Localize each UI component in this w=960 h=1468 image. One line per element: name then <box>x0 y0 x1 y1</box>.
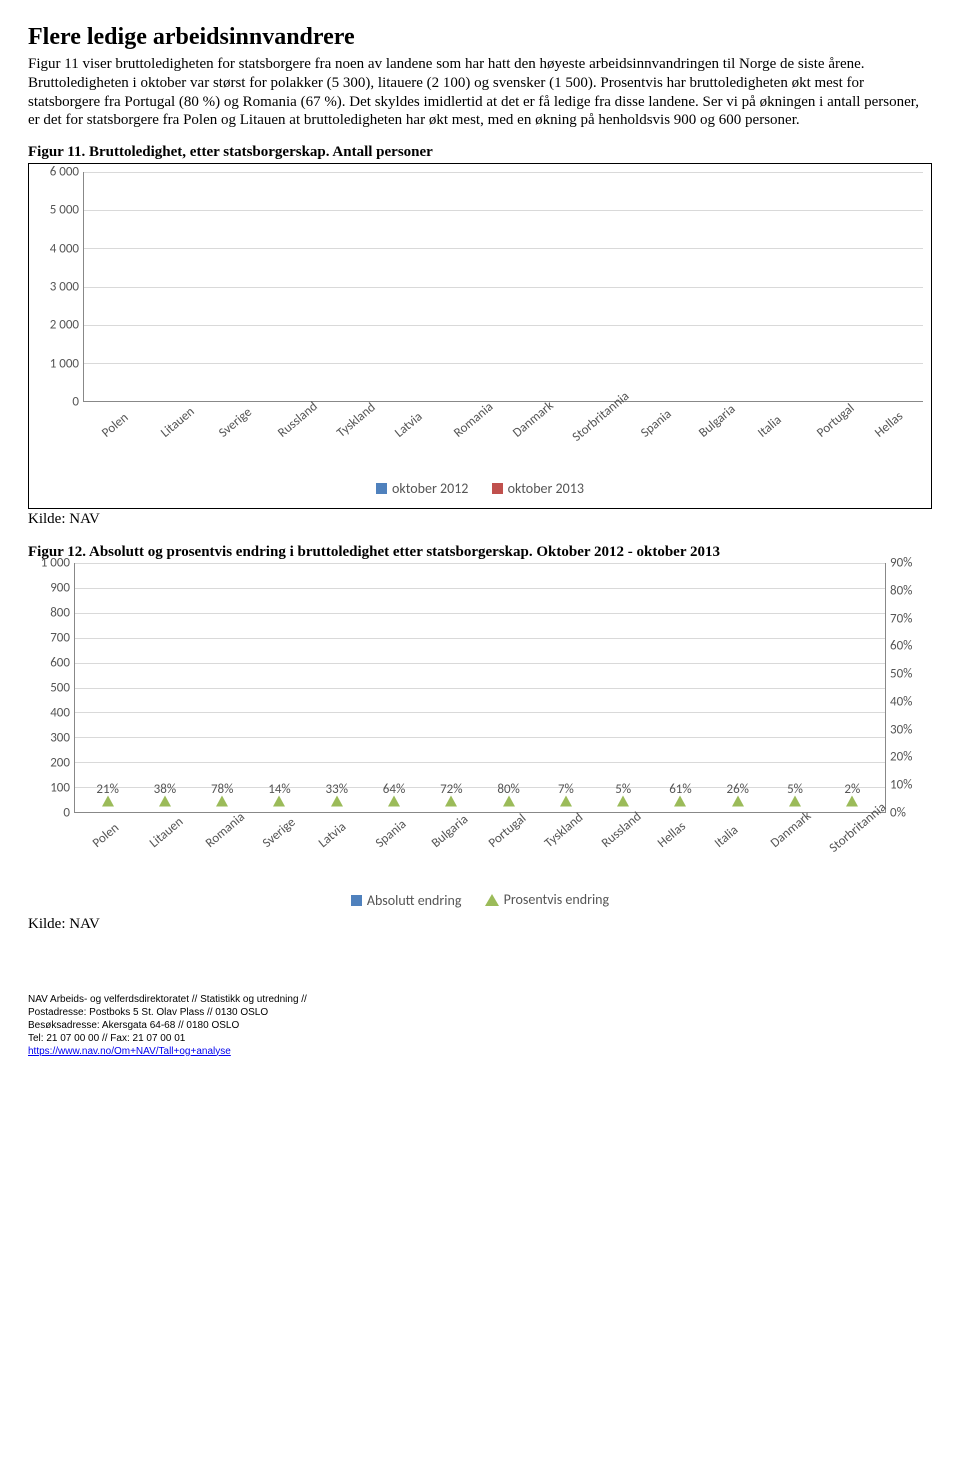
fig12-y-axis-right: 0%10%20%30%40%50%60%70%80%90% <box>886 563 932 813</box>
fig12-plot: 21%38%78%14%33%64%72%80%7%5%61%26%5%2% <box>74 563 886 813</box>
fig12-title: Figur 12. Absolutt og prosentvis endring… <box>28 544 932 561</box>
footer-line-3: Besøksadresse: Akersgata 64-68 // 0180 O… <box>28 1019 932 1032</box>
fig11-y-axis: 01 0002 0003 0004 0005 0006 000 <box>37 172 83 402</box>
fig12-source: Kilde: NAV <box>28 916 932 933</box>
footer-line-1: NAV Arbeids- og velferdsdirektoratet // … <box>28 993 932 1006</box>
fig12-y-axis-left: 01002003004005006007008009001 000 <box>28 563 74 813</box>
footer-link[interactable]: https://www.nav.no/Om+NAV/Tall+og+analys… <box>28 1046 231 1057</box>
fig12-legend-2: Prosentvis endring <box>504 891 610 908</box>
fig11-legend-1: oktober 2012 <box>392 480 468 497</box>
page-footer: NAV Arbeids- og velferdsdirektoratet // … <box>28 993 932 1058</box>
fig12-chart: 01002003004005006007008009001 000 21%38%… <box>28 563 932 813</box>
section-heading: Flere ledige arbeidsinnvandrere <box>28 24 932 51</box>
fig11-chart: 01 0002 0003 0004 0005 0006 000 PolenLit… <box>28 163 932 509</box>
fig12-legend-1: Absolutt endring <box>367 892 462 909</box>
section-paragraph: Figur 11 viser bruttoledigheten for stat… <box>28 55 932 130</box>
fig11-legend-2: oktober 2013 <box>508 480 584 497</box>
fig11-title: Figur 11. Bruttoledighet, etter statsbor… <box>28 144 932 161</box>
footer-line-2: Postadresse: Postboks 5 St. Olav Plass /… <box>28 1006 932 1019</box>
fig11-source: Kilde: NAV <box>28 511 932 528</box>
fig11-plot <box>83 172 923 402</box>
footer-line-4: Tel: 21 07 00 00 // Fax: 21 07 00 01 <box>28 1032 932 1045</box>
fig11-x-labels: PolenLitauenSverigeRusslandTysklandLatvi… <box>83 402 923 462</box>
fig12-legend: Absolutt endring Prosentvis endring <box>28 873 932 914</box>
fig12-x-labels: PolenLitauenRomaniaSverigeLatviaSpaniaBu… <box>74 813 886 873</box>
